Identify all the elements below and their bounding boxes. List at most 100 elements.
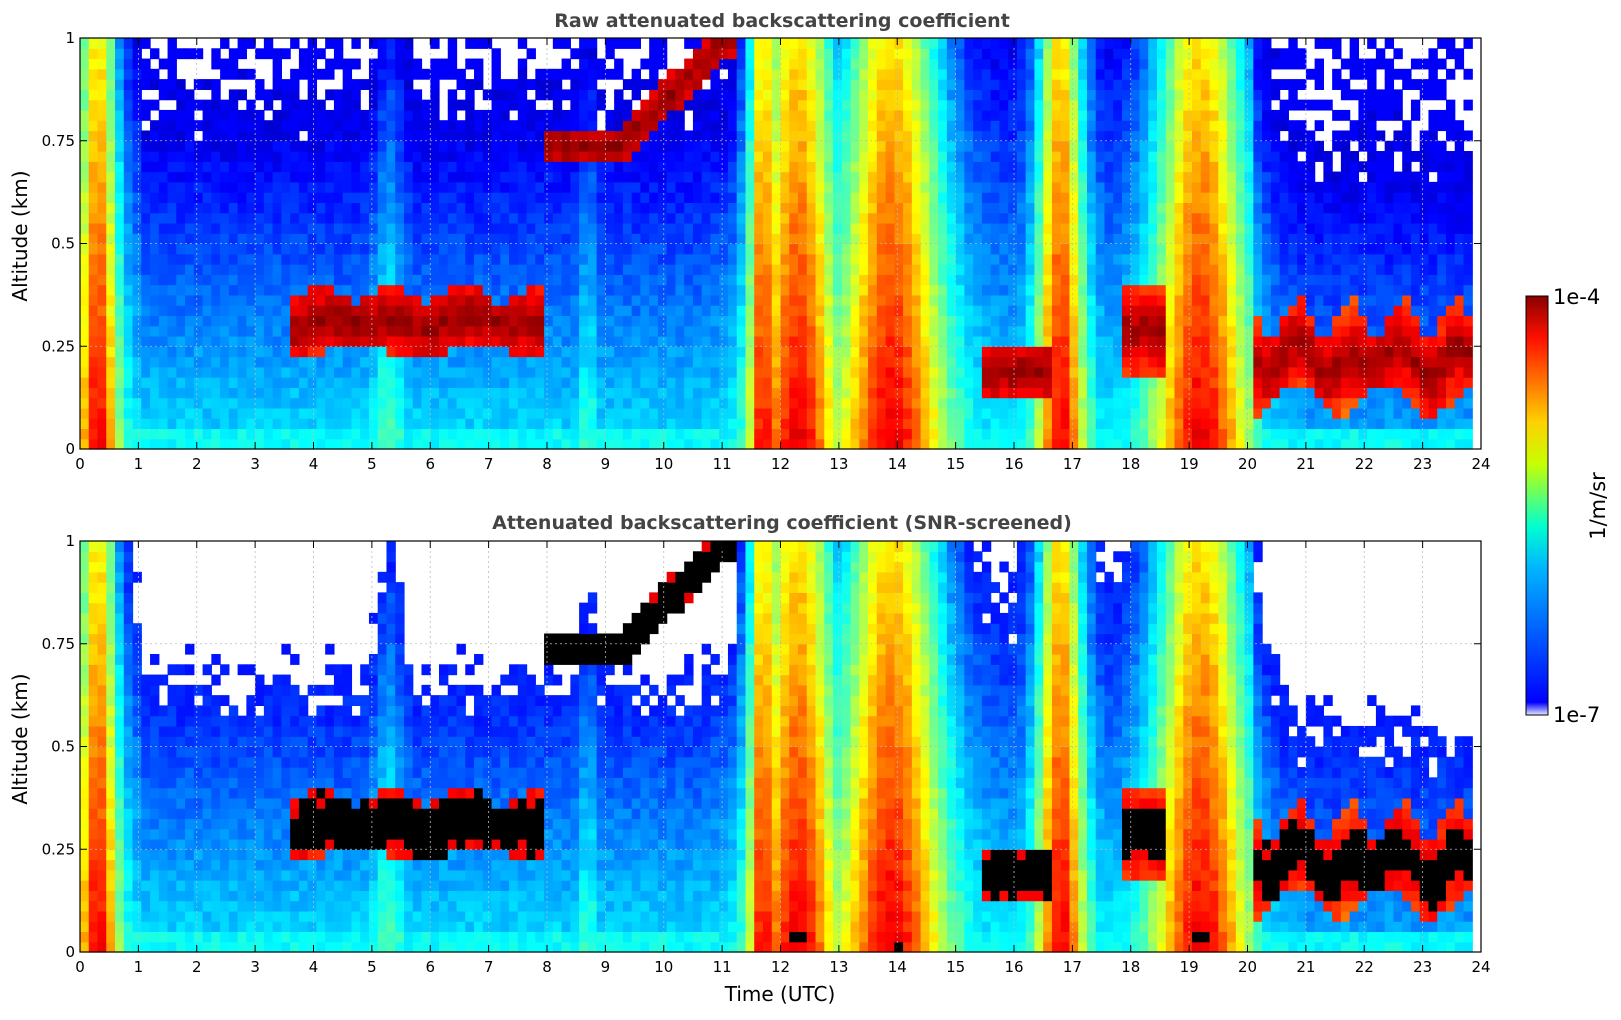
heatmap-cell [307, 356, 318, 368]
heatmap-cell [368, 181, 379, 193]
heatmap-cell [298, 202, 309, 214]
heatmap-cell [622, 202, 633, 214]
heatmap-cell [290, 387, 300, 399]
heatmap-cell [1165, 294, 1176, 306]
heatmap-cell [999, 428, 1009, 440]
heatmap-cell [657, 438, 668, 450]
heatmap-cell [237, 140, 247, 152]
heatmap-cell [368, 192, 379, 204]
heatmap-cell [474, 264, 484, 275]
heatmap-cell [938, 253, 948, 265]
heatmap-cell [684, 192, 694, 204]
heatmap-cell [491, 89, 501, 101]
heatmap-cell [123, 171, 134, 183]
heatmap-cell [255, 294, 265, 306]
heatmap-cell [150, 171, 160, 183]
heatmap-cell [579, 181, 589, 193]
heatmap-cell [841, 79, 852, 90]
heatmap-cell [946, 284, 957, 296]
heatmap-cell [1200, 407, 1211, 419]
heatmap-cell [1148, 264, 1158, 275]
heatmap-cell [211, 79, 221, 90]
heatmap-cell [596, 89, 606, 101]
heatmap-cell [824, 202, 834, 214]
heatmap-cell [622, 99, 633, 111]
heatmap-cell [1148, 387, 1158, 399]
heatmap-cell [894, 418, 904, 430]
heatmap-cell [220, 171, 230, 183]
heatmap-cell [824, 109, 834, 121]
heatmap-cell [833, 120, 843, 132]
heatmap-cell [185, 315, 195, 327]
heatmap-cell [780, 335, 790, 347]
heatmap-cell [833, 58, 843, 70]
heatmap-cell [368, 233, 379, 245]
heatmap-cell [115, 325, 125, 337]
heatmap-cell [115, 58, 125, 70]
heatmap-cell [587, 192, 598, 204]
heatmap-cell [325, 202, 335, 214]
heatmap-cell [798, 120, 808, 132]
heatmap-cell [176, 253, 186, 265]
heatmap-cell [815, 79, 825, 90]
heatmap-cell [561, 315, 571, 327]
heatmap-cell [439, 294, 449, 306]
heatmap-cell [123, 140, 134, 152]
heatmap-cell [211, 171, 221, 183]
heatmap-cell [193, 99, 204, 111]
heatmap-cell [456, 202, 466, 214]
heatmap-cell [500, 428, 510, 440]
heatmap-cell [579, 325, 589, 337]
heatmap-cell [894, 438, 904, 450]
heatmap-cell [938, 305, 948, 317]
heatmap-cell [798, 253, 808, 265]
heatmap-cell [762, 377, 773, 388]
heatmap-cell [386, 181, 396, 193]
heatmap-cell [211, 428, 221, 440]
heatmap-cell [1025, 58, 1036, 70]
heatmap-cell [1025, 151, 1036, 162]
heatmap-cell [386, 79, 396, 90]
heatmap-cell [193, 438, 204, 450]
heatmap-cell [570, 407, 580, 419]
heatmap-cell [447, 161, 458, 173]
heatmap-cell [736, 428, 747, 440]
heatmap-cell [780, 171, 790, 183]
heatmap-cell [973, 151, 983, 162]
heatmap-cell [745, 335, 755, 347]
heatmap-cell [885, 109, 895, 121]
heatmap-cell [123, 151, 134, 162]
heatmap-cell [1130, 130, 1141, 142]
heatmap-cell [1148, 366, 1158, 378]
heatmap-cell [544, 233, 554, 245]
heatmap-cell [167, 151, 177, 162]
heatmap-cell [1086, 366, 1097, 378]
heatmap-cell [430, 130, 440, 142]
heatmap-cell [377, 171, 388, 183]
heatmap-cell [403, 428, 414, 440]
heatmap-cell [403, 438, 414, 450]
heatmap-cell [798, 212, 808, 224]
heatmap-cell [368, 89, 379, 101]
heatmap-cell [859, 325, 869, 337]
heatmap-cell [465, 305, 475, 317]
heatmap-cell [158, 130, 169, 142]
heatmap-cell [123, 356, 134, 368]
heatmap-cell [517, 109, 528, 121]
heatmap-cell [351, 428, 361, 440]
heatmap-cell [97, 151, 107, 162]
heatmap-cell [80, 264, 90, 275]
heatmap-cell [132, 243, 142, 255]
heatmap-cell [1192, 120, 1202, 132]
heatmap-cell [824, 274, 834, 286]
heatmap-cell [360, 397, 370, 409]
heatmap-cell [1192, 202, 1202, 214]
heatmap-cell [167, 366, 177, 378]
heatmap-cell [701, 130, 712, 142]
heatmap-cell [824, 89, 834, 101]
heatmap-cell [281, 161, 291, 173]
heatmap-cell [1104, 346, 1114, 358]
heatmap-cell [911, 407, 922, 419]
heatmap-cell [710, 325, 720, 337]
heatmap-cell [1192, 315, 1202, 327]
